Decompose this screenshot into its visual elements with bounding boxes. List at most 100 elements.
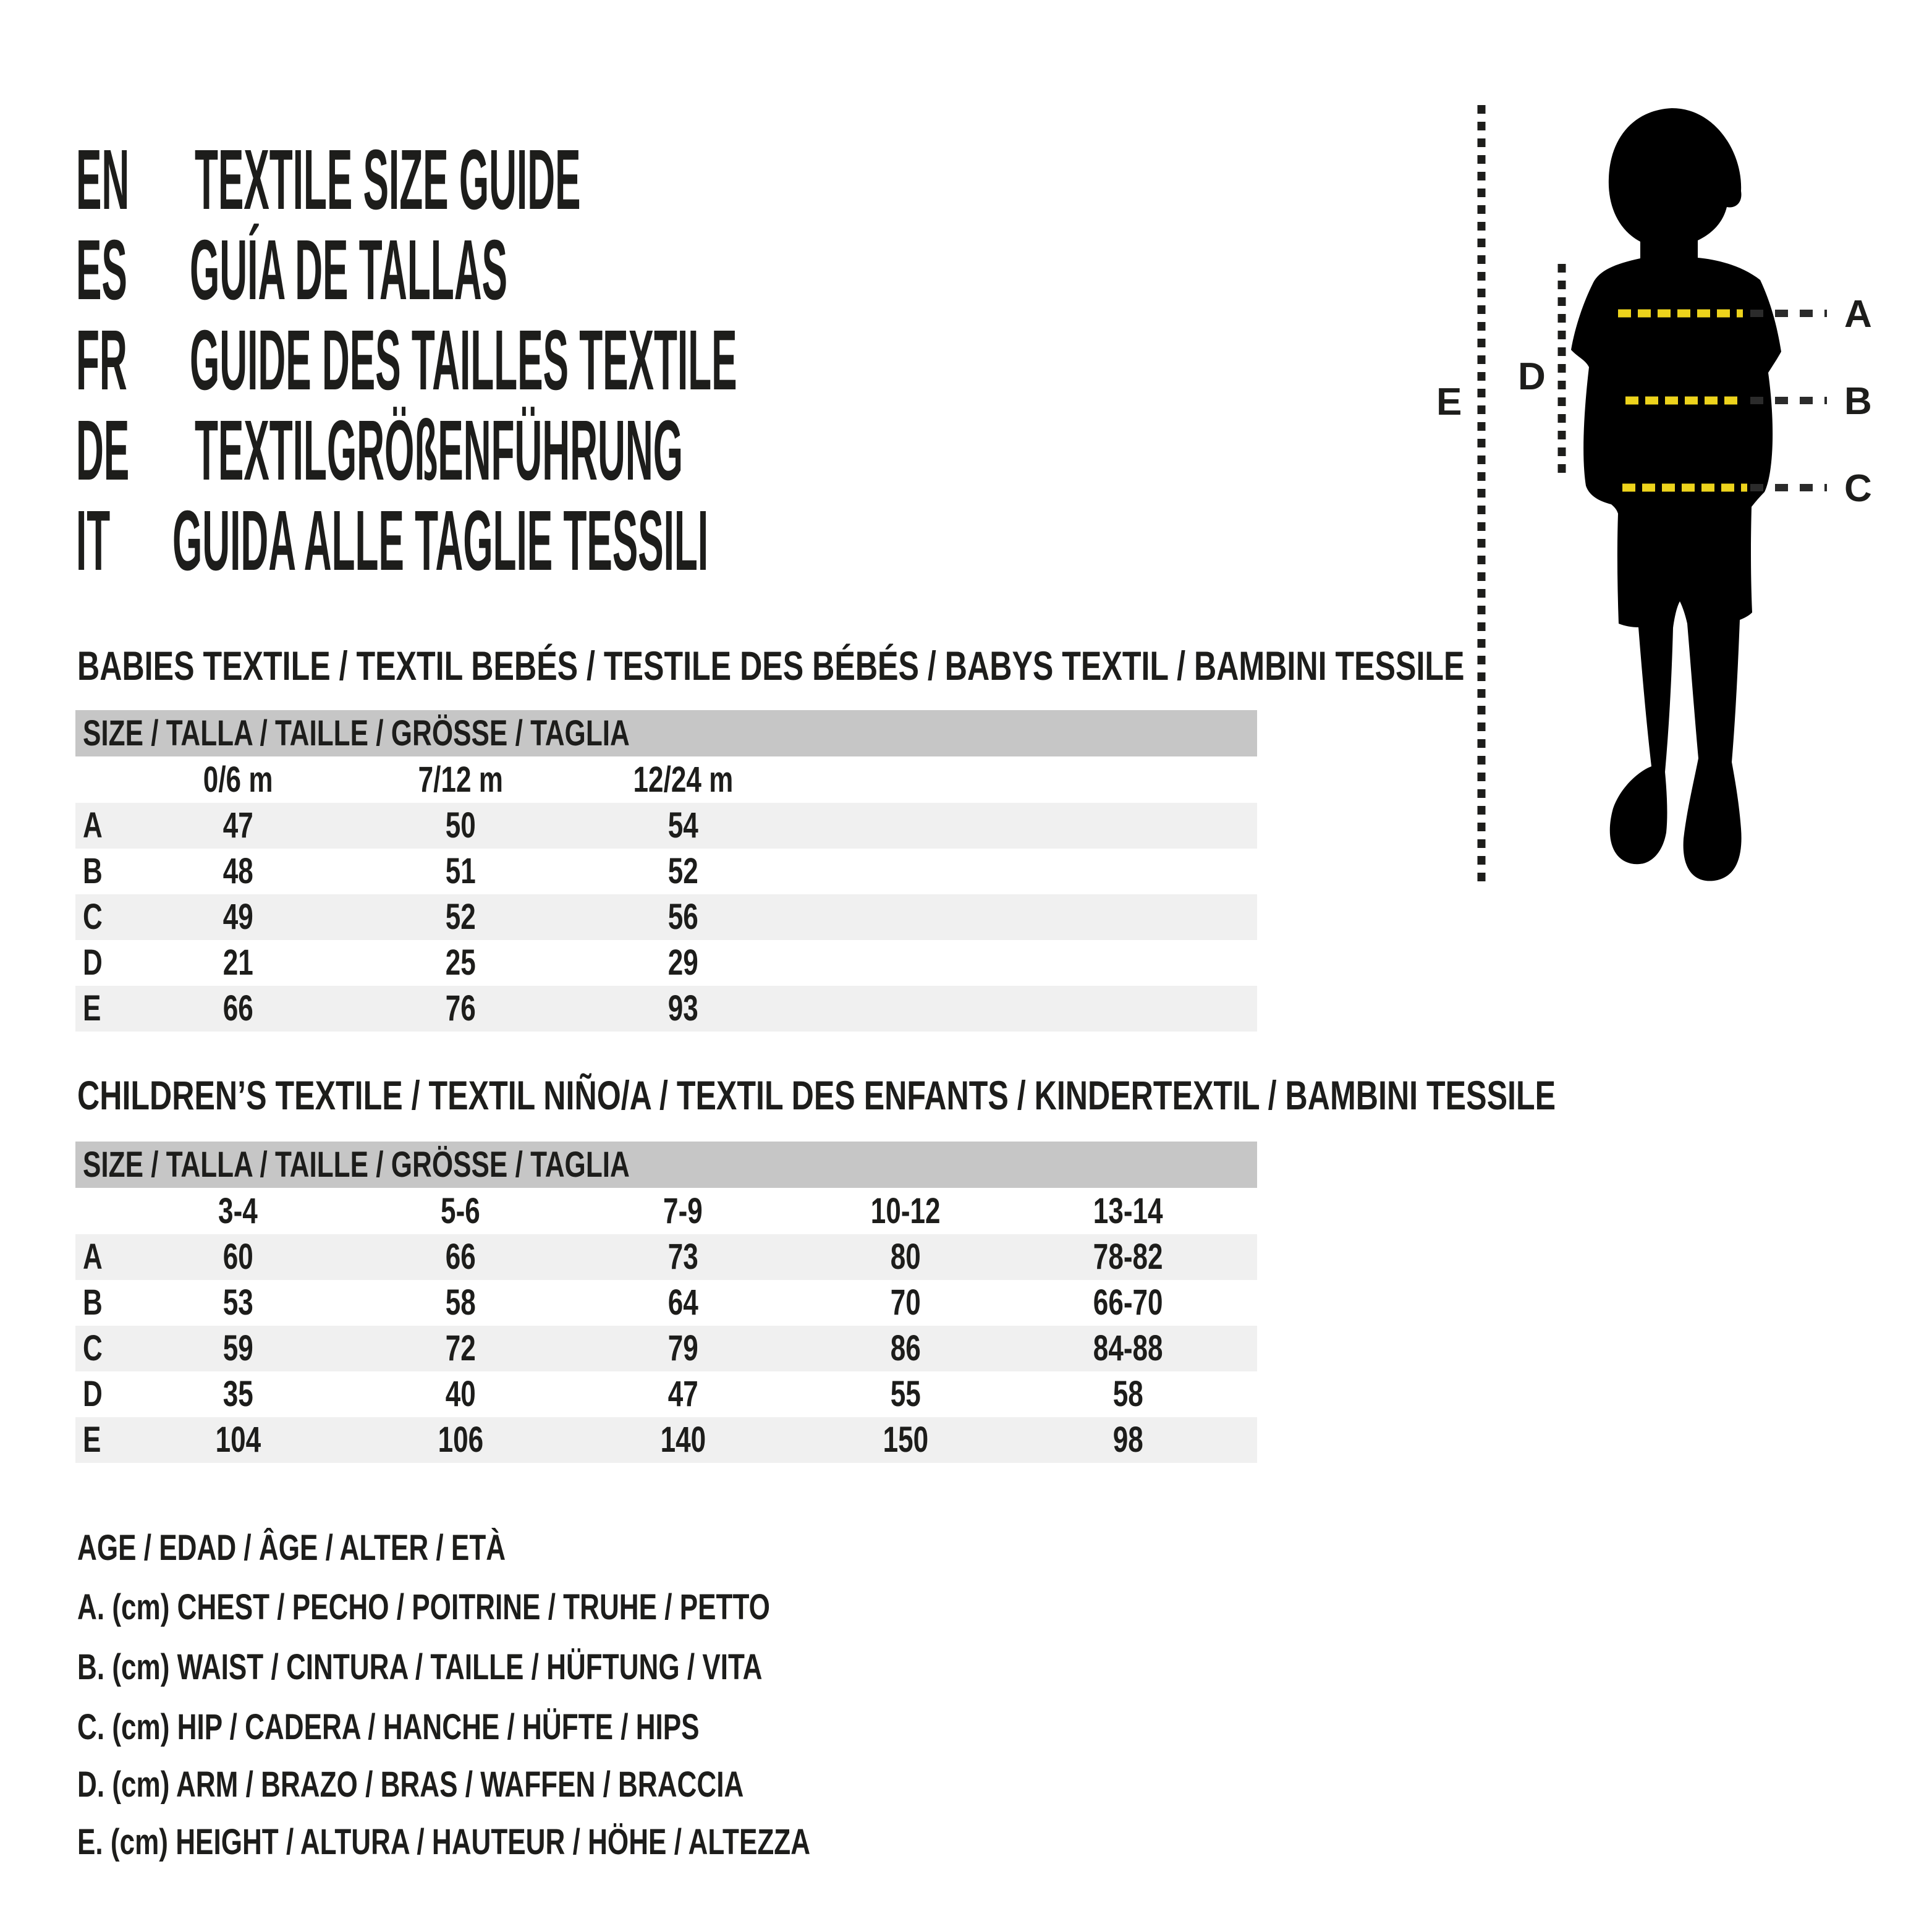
cell: 98: [1112, 1420, 1143, 1460]
cell: 66: [222, 988, 253, 1028]
legend-line-age: AGE / EDAD / ÂGE / ALTER / ETÀ: [77, 1528, 506, 1568]
cell: 78-82: [1093, 1237, 1163, 1277]
cell: 72: [445, 1328, 476, 1368]
babies-column-header-row: 0/6 m 7/12 m 12/24 m: [75, 757, 1257, 803]
table-row: E 104 106 140 150 98: [75, 1417, 1257, 1463]
language-title: TEXTILE SIZE GUIDE: [194, 132, 581, 227]
language-title: GUÍA DE TALLAS: [190, 222, 508, 318]
row-label: A: [83, 1237, 103, 1277]
language-code: ES: [76, 222, 127, 318]
measure-label-waist: B: [1844, 380, 1872, 423]
row-label: C: [83, 1328, 103, 1368]
cell: 104: [215, 1420, 261, 1460]
babies-section-title: BABIES TEXTILE / TEXTIL BEBÉS / TESTILE …: [77, 643, 1465, 688]
column-header: 5-6: [441, 1191, 480, 1231]
measure-label-chest: A: [1844, 293, 1872, 336]
column-header: 12/24 m: [633, 760, 733, 800]
children-section-title: CHILDREN’S TEXTILE / TEXTIL NIÑO/A / TEX…: [77, 1072, 1556, 1118]
cell: 70: [890, 1282, 921, 1323]
children-column-header-row: 3-4 5-6 7-9 10-12 13-14: [75, 1188, 1257, 1234]
column-header: 7/12 m: [418, 760, 503, 800]
row-label: C: [83, 897, 103, 937]
legend-line-hip: C. (cm) HIP / CADERA / HANCHE / HÜFTE / …: [77, 1707, 700, 1747]
cell: 64: [667, 1282, 698, 1323]
table-row: E 66 76 93: [75, 986, 1257, 1032]
cell: 79: [667, 1328, 698, 1368]
language-title: GUIDA ALLE TAGLIE TESSILI: [172, 493, 709, 588]
cell: 55: [890, 1374, 921, 1414]
language-code: FR: [76, 313, 127, 408]
child-silhouette-image: [1571, 108, 1781, 881]
row-label: A: [83, 805, 103, 845]
cell: 25: [445, 943, 476, 983]
children-size-header-bar: SIZE / TALLA / TAILLE / GRÖSSE / TAGLIA: [75, 1142, 1257, 1188]
cell: 49: [222, 897, 253, 937]
language-row-es: ES GUÍA DE TALLAS: [76, 225, 896, 315]
table-row: B 48 51 52: [75, 849, 1257, 894]
cell: 66: [445, 1237, 476, 1277]
cell: 66-70: [1093, 1282, 1163, 1323]
cell: 54: [667, 805, 698, 845]
cell: 56: [667, 897, 698, 937]
row-label: D: [83, 943, 103, 983]
cell: 58: [445, 1282, 476, 1323]
cell: 86: [890, 1328, 921, 1368]
cell: 84-88: [1093, 1328, 1163, 1368]
language-code: DE: [76, 403, 130, 498]
cell: 76: [445, 988, 476, 1028]
legend-line-waist: B. (cm) WAIST / CINTURA / TAILLE / HÜFTU…: [77, 1647, 763, 1687]
measure-label-height: E: [1436, 381, 1462, 423]
cell: 40: [445, 1374, 476, 1414]
cell: 59: [222, 1328, 253, 1368]
column-header: 7-9: [663, 1191, 703, 1231]
measure-label-arm: D: [1518, 355, 1546, 398]
language-code: IT: [76, 493, 111, 588]
table-row: A 60 66 73 80 78-82: [75, 1234, 1257, 1280]
table-row: C 49 52 56: [75, 894, 1257, 940]
cell: 52: [445, 897, 476, 937]
language-code: EN: [76, 132, 130, 227]
column-header: 10-12: [870, 1191, 941, 1231]
table-row: D 35 40 47 55 58: [75, 1371, 1257, 1417]
legend-line-height: E. (cm) HEIGHT / ALTURA / HAUTEUR / HÖHE…: [77, 1822, 811, 1862]
cell: 58: [1112, 1374, 1143, 1414]
babies-size-header-bar: SIZE / TALLA / TAILLE / GRÖSSE / TAGLIA: [75, 710, 1257, 756]
cell: 106: [438, 1420, 483, 1460]
cell: 53: [222, 1282, 253, 1323]
row-label: E: [83, 1420, 101, 1460]
language-title: GUIDE DES TAILLES TEXTILE: [189, 313, 737, 408]
table-row: C 59 72 79 86 84-88: [75, 1326, 1257, 1371]
language-row-it: IT GUIDA ALLE TAGLIE TESSILI: [76, 496, 1363, 586]
cell: 80: [890, 1237, 921, 1277]
legend-line-chest: A. (cm) CHEST / PECHO / POITRINE / TRUHE…: [77, 1587, 770, 1627]
cell: 47: [667, 1374, 698, 1414]
row-label: B: [83, 1282, 103, 1323]
measure-label-hip: C: [1844, 467, 1872, 510]
cell: 48: [222, 851, 253, 891]
table-row: A 47 50 54: [75, 803, 1257, 849]
cell: 140: [660, 1420, 706, 1460]
language-row-fr: FR GUIDE DES TAILLES TEXTILE: [76, 315, 1406, 405]
cell: 51: [445, 851, 476, 891]
cell: 47: [222, 805, 253, 845]
column-header: 3-4: [218, 1191, 258, 1231]
cell: 150: [883, 1420, 928, 1460]
legend-line-arm: D. (cm) ARM / BRAZO / BRAS / WAFFEN / BR…: [77, 1765, 744, 1805]
cell: 21: [222, 943, 253, 983]
column-header: 13-14: [1093, 1191, 1163, 1231]
measurement-figure: A B C D E: [1436, 105, 1872, 884]
row-label: D: [83, 1374, 103, 1414]
row-label: B: [83, 851, 103, 891]
cell: 35: [222, 1374, 253, 1414]
language-row-de: DE TEXTILGRÖßENFÜHRUNG: [76, 405, 1279, 496]
cell: 60: [222, 1237, 253, 1277]
cell: 29: [667, 943, 698, 983]
language-row-en: EN TEXTILE SIZE GUIDE: [76, 135, 1053, 225]
row-label: E: [83, 988, 101, 1028]
language-title: TEXTILGRÖßENFÜHRUNG: [194, 403, 683, 498]
cell: 93: [667, 988, 698, 1028]
column-header: 0/6 m: [203, 760, 273, 800]
table-row: D 21 25 29: [75, 940, 1257, 986]
cell: 73: [667, 1237, 698, 1277]
